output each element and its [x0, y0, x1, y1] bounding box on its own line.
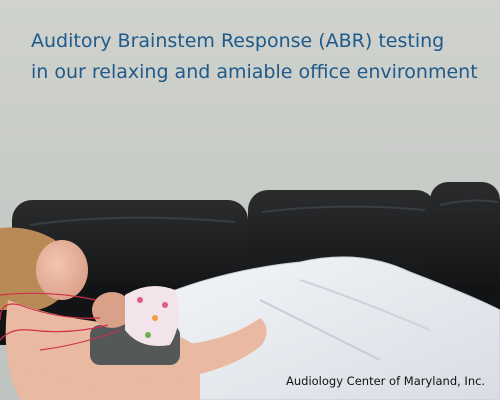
caption-line-2: in our relaxing and amiable office envir… — [31, 61, 478, 83]
photo-caption: Auditory Brainstem Response (ABR) testin… — [31, 26, 491, 88]
abr-electrode-leads — [0, 292, 121, 351]
photo-credit: Audiology Center of Maryland, Inc. — [286, 374, 486, 388]
caption-line-1: Auditory Brainstem Response (ABR) testin… — [31, 30, 445, 52]
reclining-woman — [0, 227, 267, 400]
sleeping-infant — [92, 286, 179, 346]
